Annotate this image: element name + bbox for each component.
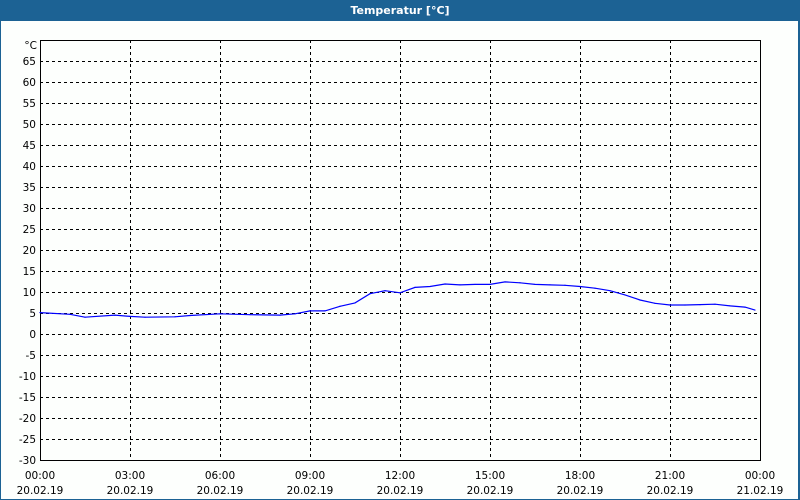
y-tick-label: 50 <box>23 119 36 131</box>
plot-frame <box>40 40 761 461</box>
chart-panel <box>1 21 798 499</box>
x-tick-date: 20.02.19 <box>647 485 694 497</box>
data-point <box>474 283 476 286</box>
data-point <box>729 305 731 307</box>
data-point <box>294 313 296 315</box>
y-tick-label: 15 <box>23 266 36 278</box>
x-tick-date: 20.02.19 <box>107 485 154 497</box>
y-tick-label: 10 <box>23 287 36 299</box>
y-tick-label: -10 <box>19 371 36 383</box>
data-point <box>384 290 386 292</box>
data-point <box>669 304 671 306</box>
y-tick-label: 40 <box>23 161 36 173</box>
data-point <box>219 313 221 315</box>
data-point <box>504 281 506 283</box>
data-point <box>249 314 251 316</box>
temperature-line <box>39 281 756 318</box>
data-point <box>429 285 431 288</box>
y-tick-label: 25 <box>23 224 36 236</box>
x-tick-time: 21:00 <box>655 470 685 482</box>
data-point <box>699 304 701 306</box>
data-point <box>459 284 461 286</box>
data-point <box>444 283 446 285</box>
data-point <box>744 306 746 308</box>
x-tick-date: 20.02.19 <box>557 485 604 497</box>
x-tick-date: 20.02.19 <box>377 485 424 497</box>
y-tick-label: -5 <box>26 350 36 362</box>
data-point <box>639 299 641 301</box>
data-point <box>69 313 71 315</box>
data-point <box>594 287 596 289</box>
y-tick-label: -25 <box>19 434 36 446</box>
data-point <box>684 304 686 306</box>
data-point <box>39 311 41 314</box>
y-tick-label: 0 <box>29 329 36 341</box>
x-tick-date: 20.02.19 <box>467 485 514 497</box>
data-point <box>309 310 311 312</box>
data-point <box>564 284 566 286</box>
data-point <box>189 314 191 317</box>
x-tick-time: 12:00 <box>385 470 415 482</box>
y-tick-label: 45 <box>23 140 36 152</box>
y-tick-label: -20 <box>19 413 36 425</box>
x-tick-time: 09:00 <box>295 470 325 482</box>
x-tick-time: 15:00 <box>475 470 505 482</box>
data-point <box>354 302 356 304</box>
data-point <box>519 282 521 284</box>
y-tick-label: 35 <box>23 182 36 194</box>
data-point <box>654 302 656 304</box>
x-tick-date: 21.02.19 <box>737 485 784 497</box>
y-tick-label: 5 <box>29 308 36 320</box>
data-point <box>144 316 146 318</box>
data-point <box>84 316 86 318</box>
data-point <box>754 309 756 311</box>
x-tick-time: 18:00 <box>565 470 595 482</box>
y-tick-label: 20 <box>23 245 36 257</box>
data-point <box>369 293 371 295</box>
y-axis-unit-label: °C <box>24 40 37 52</box>
y-tick-label: -15 <box>19 392 36 404</box>
x-tick-date: 20.02.19 <box>197 485 244 497</box>
data-point <box>114 314 116 316</box>
data-point <box>579 285 581 288</box>
y-tick-label: -30 <box>19 455 36 467</box>
x-tick-time: 06:00 <box>205 470 235 482</box>
data-point <box>489 283 491 286</box>
data-point <box>609 290 611 292</box>
y-tick-label: 65 <box>23 56 36 68</box>
data-point <box>714 303 716 305</box>
data-point <box>339 305 341 307</box>
data-point <box>624 294 626 296</box>
x-tick-date: 20.02.19 <box>287 485 334 497</box>
data-point <box>174 316 176 318</box>
data-point <box>324 310 326 312</box>
data-point <box>399 292 401 294</box>
data-point <box>414 286 416 288</box>
data-point <box>279 314 281 316</box>
y-tick-label: 30 <box>23 203 36 215</box>
data-point <box>534 283 536 286</box>
data-point <box>549 284 551 286</box>
y-tick-label: 55 <box>23 98 36 110</box>
y-tick-label: 60 <box>23 77 36 89</box>
x-tick-date: 20.02.19 <box>17 485 64 497</box>
x-tick-time: 03:00 <box>115 470 145 482</box>
x-tick-time: 00:00 <box>25 470 55 482</box>
data-point <box>129 315 131 317</box>
chart-title: Temperatur [°C] <box>350 4 450 17</box>
x-tick-time: 00:00 <box>745 470 775 482</box>
